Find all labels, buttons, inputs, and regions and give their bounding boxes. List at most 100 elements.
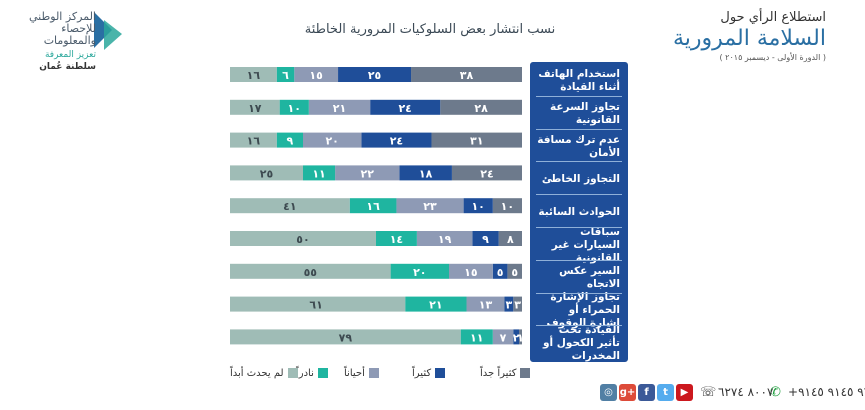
bar-7-series-3	[405, 296, 467, 312]
category-separator	[536, 194, 622, 196]
bar-label-3-1: ١٨	[419, 167, 433, 180]
bar-label-2-4: ١٦	[247, 135, 261, 148]
bar-0-series-1	[338, 67, 412, 82]
bar-label-4-1: ١٠	[471, 200, 484, 213]
bar-label-3-2: ٢٢	[361, 167, 375, 180]
bar-2-series-3	[276, 132, 303, 148]
bar-6-series-4	[230, 263, 391, 279]
category-label-6: السير عكس الاتجاه	[559, 264, 620, 290]
bar-6-series-3	[390, 263, 449, 279]
category-label-2: عدم ترك مسافة الأمان	[537, 133, 620, 159]
bar-8-series-0	[519, 329, 522, 345]
bar-label-5-3: ١٤	[390, 233, 403, 246]
category-panel: استخدام الهاتف أثناء القيادة تجاوز السرعة…	[530, 62, 628, 362]
legend-label: نادراً	[296, 367, 314, 379]
bar-2-series-2	[303, 132, 362, 148]
bar-5-series-0	[498, 231, 522, 246]
bar-4-series-0	[492, 198, 522, 214]
bar-label-0-4: ١٦	[247, 69, 261, 82]
legend-swatch	[435, 368, 446, 378]
category-label-5: سباقات السيارات غير القانونية	[551, 225, 620, 264]
bar-label-7-0: ٣	[514, 299, 521, 312]
bar-label-1-3: ١٠	[288, 102, 301, 115]
category-separator	[536, 259, 622, 261]
category-separator	[536, 161, 622, 163]
category-separator	[536, 292, 622, 294]
google-plus-icon[interactable]: g+	[619, 384, 636, 401]
bar-4-series-4	[230, 198, 350, 214]
bar-1-series-2	[308, 99, 371, 115]
bar-label-7-4: ٦١	[309, 299, 322, 312]
legend-item-4: لم يحدث أبداً	[230, 366, 298, 380]
bar-0-series-0	[411, 67, 522, 82]
bar-label-1-2: ٢١	[333, 102, 346, 115]
bar-label-8-0: ١	[517, 331, 524, 344]
bar-8-series-4	[230, 329, 461, 345]
legend-item-2: أحياناً	[344, 366, 379, 380]
bar-2-series-0	[431, 132, 522, 148]
bar-label-4-3: ١٦	[366, 200, 380, 213]
bar-7-series-4	[230, 296, 406, 312]
logo-line-4: تعزيز المعرفة	[44, 50, 96, 60]
bar-6-series-0	[507, 263, 522, 279]
bar-label-8-1: ٢	[513, 331, 520, 344]
footer: +٩٦٨ ٩١٤٥ ٩١٤٥ ✆ ٨٠٠٧ ٦٢٧٤ ☏ ◎g+ft▶	[600, 382, 865, 404]
bar-1-series-0	[440, 99, 522, 115]
whatsapp-number: +٩٦٨ ٩١٤٥ ٩١٤٥	[788, 385, 865, 399]
category-label-3: التجاوز الخاطئ	[541, 172, 620, 185]
bar-5-series-4	[230, 231, 376, 246]
bar-0-series-2	[294, 67, 339, 82]
logo: المركز الوطني للإحصاء والمعلومات تعزيز ا…	[8, 6, 126, 76]
bar-5-series-3	[376, 231, 417, 246]
bar-4-series-2	[396, 198, 464, 214]
legend-item-3: نادراً	[296, 366, 328, 380]
bar-label-8-3: ١١	[470, 331, 483, 344]
bar-label-3-4: ٢٥	[260, 167, 274, 180]
phone-number: ٨٠٠٧ ٦٢٧٤	[718, 385, 774, 399]
bar-0-series-3	[276, 67, 295, 82]
bar-label-6-0: ٥	[511, 266, 518, 279]
bar-label-3-3: ١١	[312, 167, 325, 180]
bar-label-7-2: ١٣	[479, 299, 493, 312]
legend-label: أحياناً	[344, 367, 365, 379]
bar-5-series-1	[472, 231, 499, 246]
youtube-icon[interactable]: ▶	[676, 384, 693, 401]
category-label-1: تجاوز السرعة القانونية	[550, 100, 620, 126]
bar-label-8-4: ٧٩	[339, 331, 353, 344]
bar-6-series-1	[492, 263, 508, 279]
bar-5-series-2	[416, 231, 473, 246]
bar-label-6-4: ٥٥	[304, 266, 318, 279]
bar-label-3-0: ٢٤	[480, 167, 493, 180]
bar-label-0-3: ٦	[282, 69, 289, 82]
category-label-4: الحوادث السائبة	[538, 205, 620, 218]
bar-label-0-1: ٢٥	[368, 69, 382, 82]
legend-swatch	[368, 368, 379, 378]
bar-4-series-1	[463, 198, 493, 214]
phone-icon: ☏	[700, 385, 717, 400]
legend: كثيراً جداً كثيراً أحياناً نادراً لم يحدث أب…	[230, 366, 531, 380]
legend-item-0: كثيراً جداً	[480, 366, 531, 380]
bar-label-7-1: ٣	[506, 299, 513, 312]
brand-line-3: ( الدورة الأولى - ديسمبر ٢٠١٥ )	[719, 53, 827, 62]
bar-label-4-4: ٤١	[283, 200, 296, 213]
category-label-0: استخدام الهاتف أثناء القيادة	[538, 68, 620, 93]
legend-label: كثيراً جداً	[480, 367, 517, 379]
bar-8-series-2	[492, 329, 514, 345]
instagram-icon[interactable]: ◎	[600, 384, 617, 401]
category-label-7: تجاوز الإشارة الحمراء أو إشارة الوقوف	[546, 291, 620, 330]
bar-3-series-3	[303, 165, 336, 181]
bar-label-4-0: ١٠	[501, 200, 514, 213]
logo-line-1: المركز الوطني	[29, 10, 96, 23]
logo-line-2: للإحصاء	[61, 22, 96, 35]
bar-label-1-1: ٢٤	[398, 102, 411, 115]
bar-label-0-0: ٣٨	[460, 69, 474, 82]
legend-swatch	[520, 368, 531, 378]
bar-label-1-0: ٢٨	[474, 102, 488, 115]
chart-title: نسب انتشار بعض السلوكيات المرورية الخاطئ…	[304, 22, 556, 37]
category-separator	[536, 95, 622, 97]
twitter-icon[interactable]: t	[657, 384, 674, 401]
facebook-icon[interactable]: f	[638, 384, 655, 401]
bar-7-series-0	[513, 296, 522, 312]
bar-7-series-2	[466, 296, 505, 312]
bar-3-series-4	[230, 165, 303, 181]
